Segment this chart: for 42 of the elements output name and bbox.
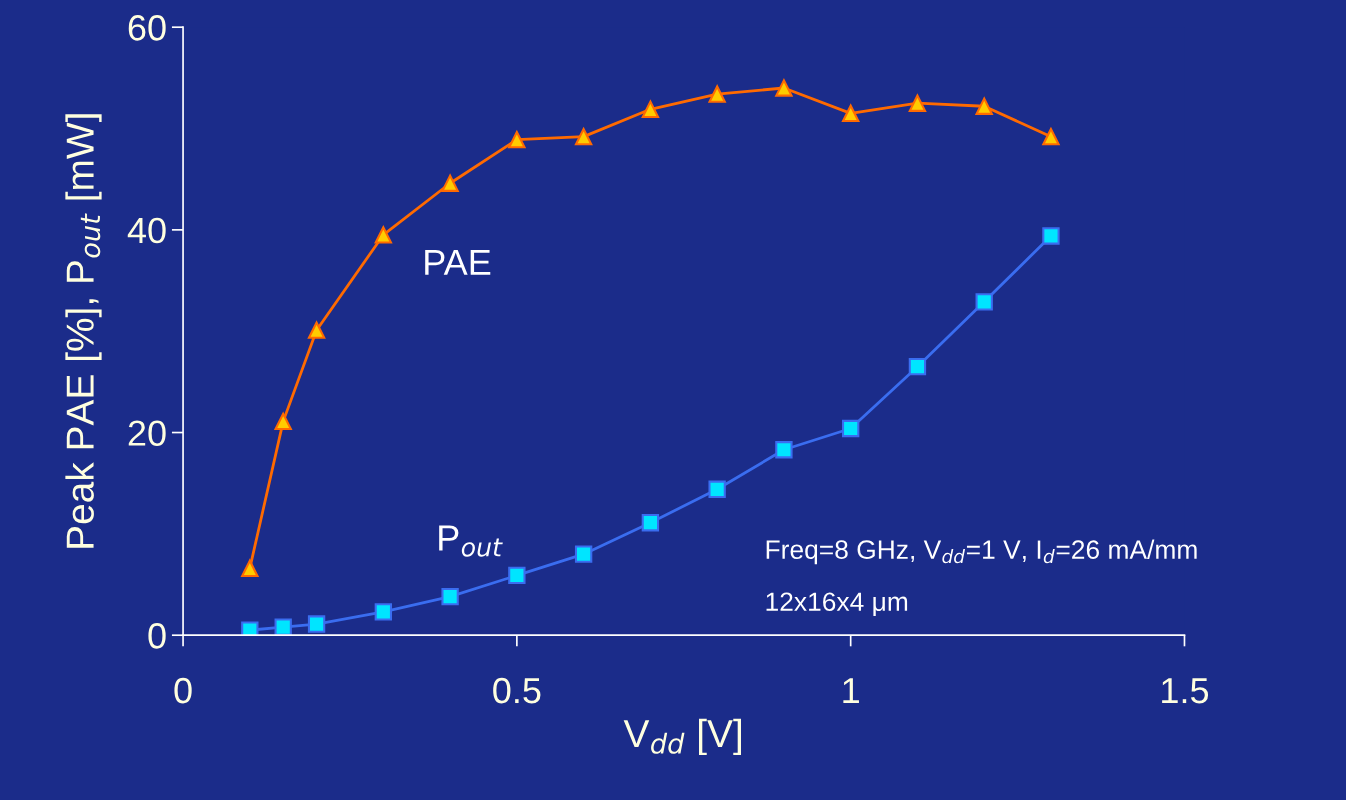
- x-tick-label: 1.5: [1162, 678, 1209, 704]
- y-tick-label: 40: [127, 217, 166, 244]
- point: [641, 100, 660, 118]
- point: [708, 85, 726, 103]
- point: [508, 566, 526, 585]
- series-label: PAE: [425, 249, 491, 275]
- point: [307, 615, 326, 633]
- annotation: 12x16x4 μm: [766, 592, 908, 616]
- point: [1042, 127, 1060, 146]
- point: [908, 94, 927, 112]
- point: [975, 97, 993, 115]
- point: [441, 588, 459, 606]
- y-tick-label: 60: [128, 15, 166, 41]
- point: [1042, 227, 1060, 245]
- point: [307, 321, 326, 339]
- point: [274, 618, 292, 636]
- y-tick-label: 0: [148, 623, 166, 649]
- series-label: P$_{out}$: [439, 525, 503, 557]
- point: [441, 174, 459, 192]
- annotation: Freq=8 GHz, V$_{dd}$=1 V, I$_{d}$=26 mA/mm: [766, 539, 1197, 565]
- point: [775, 441, 793, 459]
- x-tick-label: 0.5: [493, 677, 541, 704]
- point: [841, 104, 860, 123]
- point: [241, 559, 259, 577]
- point: [975, 293, 993, 311]
- point: [775, 79, 793, 97]
- y-axis-title: Peak PAE [%], P$_{out}$ [mW]: [65, 114, 102, 548]
- point: [574, 127, 593, 146]
- point: [574, 545, 593, 563]
- x-tick-label: 0: [174, 677, 192, 704]
- point: [374, 603, 393, 621]
- point: [708, 480, 726, 498]
- point: [508, 131, 526, 149]
- point: [641, 514, 660, 532]
- point: [241, 621, 259, 636]
- point: [908, 357, 927, 376]
- point: [274, 412, 292, 431]
- point: [374, 226, 393, 244]
- x-tick-label: 1: [843, 678, 859, 704]
- point: [841, 419, 860, 438]
- x-axis-title: V$_{dd}$ [V]: [623, 718, 741, 756]
- y-tick-label: 20: [128, 420, 166, 446]
